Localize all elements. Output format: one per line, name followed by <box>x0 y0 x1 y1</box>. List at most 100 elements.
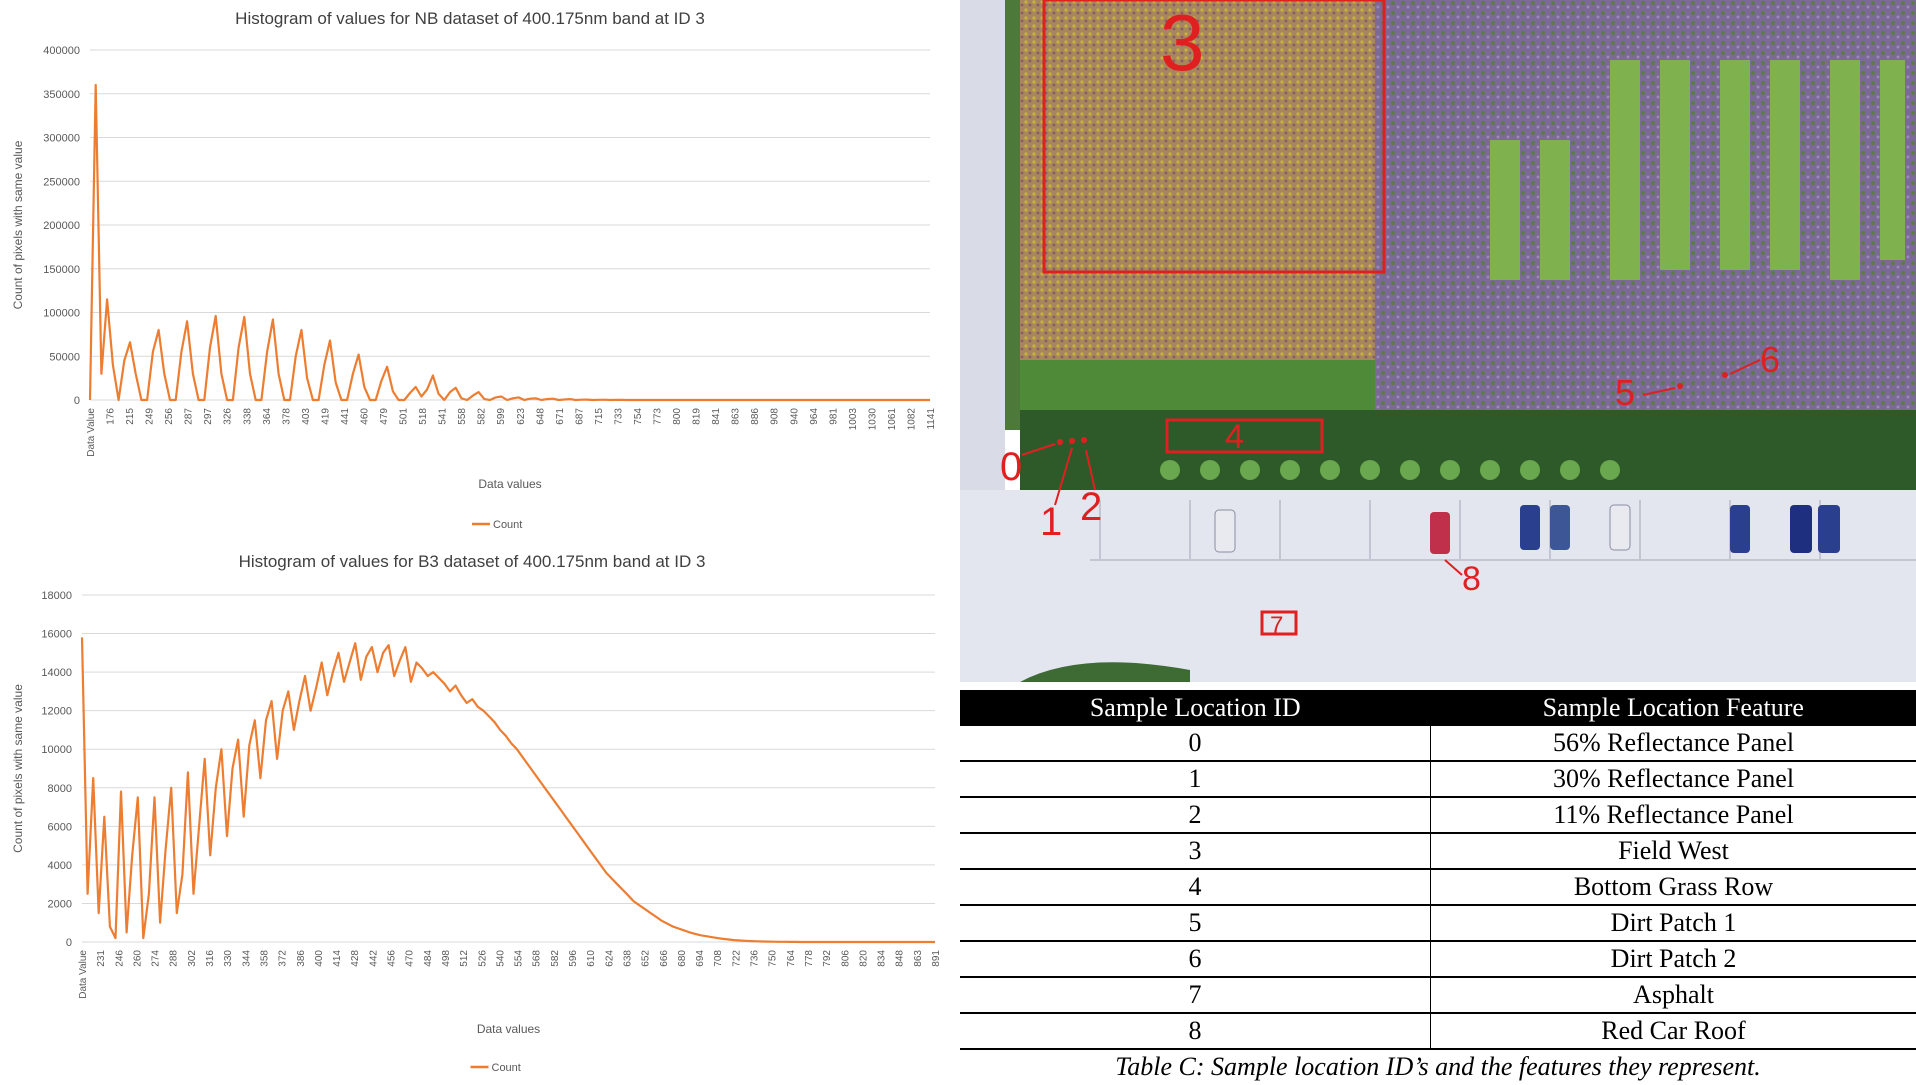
svg-text:5: 5 <box>1615 372 1635 413</box>
b3-x-tick-label: 456 <box>387 950 398 967</box>
b3-x-tick-label: 470 <box>405 950 416 967</box>
svg-text:2: 2 <box>1080 485 1102 529</box>
b3-y-tick-label: 12000 <box>41 706 72 718</box>
nb-y-tick-label: 100000 <box>43 308 80 320</box>
nb-x-tick-label: 715 <box>594 408 605 425</box>
b3-x-tick-label: 722 <box>731 950 742 967</box>
b3-x-tick-label: 512 <box>459 950 470 967</box>
table-cell-id: 8 <box>960 1013 1431 1049</box>
b3-x-tick-label: 372 <box>278 950 289 967</box>
nb-histogram-panel: Histogram of values for NB dataset of 40… <box>0 0 950 540</box>
nb-x-tick-label: 541 <box>438 408 449 425</box>
nb-x-tick-label: 419 <box>320 408 331 425</box>
nb-x-tick-label: 800 <box>672 408 683 425</box>
nb-x-tick-label: 599 <box>496 408 507 425</box>
table-cell-id: 3 <box>960 833 1431 869</box>
nb-x-tick-label: 1003 <box>848 408 859 431</box>
b3-x-tick-label: 498 <box>441 950 452 967</box>
b3-x-tick-label: 778 <box>804 950 815 967</box>
nb-x-tick-label: 176 <box>106 408 117 425</box>
table-cell-feature: 56% Reflectance Panel <box>1431 726 1916 761</box>
b3-series-line <box>82 637 935 942</box>
b3-y-tick-label: 2000 <box>48 898 72 910</box>
svg-text:8: 8 <box>1462 560 1481 598</box>
b3-y-tick-label: 4000 <box>48 860 72 872</box>
table-cell-feature: Red Car Roof <box>1431 1013 1916 1049</box>
nb-x-tick-label: 256 <box>164 408 175 425</box>
nb-x-tick-label: 841 <box>711 408 722 425</box>
nb-x-tick-label: 1082 <box>906 408 917 431</box>
b3-x-tick-label: 582 <box>550 950 561 967</box>
table-cell-feature: Bottom Grass Row <box>1431 869 1916 905</box>
nb-y-axis-label: Count of pixels with same value <box>11 140 25 309</box>
nb-x-tick-label: 940 <box>789 408 800 425</box>
b3-x-tick-label: 344 <box>241 950 252 967</box>
table-cell-id: 0 <box>960 726 1431 761</box>
nb-x-tick-label: 964 <box>809 408 820 425</box>
b3-x-tick-label: 414 <box>332 950 343 967</box>
nb-x-tick-label: 364 <box>262 408 273 425</box>
b3-x-axis-label: Data values <box>477 1022 540 1036</box>
b3-y-tick-label: 0 <box>66 937 72 949</box>
b3-x-tick-label: 246 <box>114 950 125 967</box>
nb-x-tick-label: 460 <box>359 408 370 425</box>
table-cell-feature: 11% Reflectance Panel <box>1431 797 1916 833</box>
nb-x-tick-label: 733 <box>613 408 624 425</box>
table-cell-feature: Dirt Patch 2 <box>1431 941 1916 977</box>
table-cell-feature: Dirt Patch 1 <box>1431 905 1916 941</box>
b3-y-axis-label: Count of pixels with same value <box>11 684 25 853</box>
b3-x-tick-label: 568 <box>532 950 543 967</box>
nb-x-tick-label: 886 <box>750 408 761 425</box>
b3-x-tick-label: 680 <box>677 950 688 967</box>
svg-text:6: 6 <box>1760 339 1780 380</box>
nb-y-tick-label: 0 <box>74 395 80 407</box>
b3-legend-label: Count <box>492 1062 521 1074</box>
b3-x-tick-label: 848 <box>895 950 906 967</box>
nb-x-tick-label: 981 <box>828 408 839 425</box>
b3-x-tick-label: 750 <box>768 950 779 967</box>
svg-text:7: 7 <box>1270 612 1283 639</box>
svg-text:1: 1 <box>1040 500 1062 544</box>
b3-histogram-panel: Histogram of values for B3 dataset of 40… <box>0 545 950 1080</box>
nb-x-tick-label: 297 <box>203 408 214 425</box>
b3-x-tick-label: 820 <box>858 950 869 967</box>
nb-y-tick-label: 400000 <box>43 45 80 57</box>
b3-x-tick-label: 806 <box>840 950 851 967</box>
b3-x-tick-label: 540 <box>495 950 506 967</box>
sample-location-table-section: Sample Location ID Sample Location Featu… <box>960 690 1916 1080</box>
nb-y-tick-label: 150000 <box>43 264 80 276</box>
table-header-feature: Sample Location Feature <box>1431 690 1916 726</box>
nb-x-tick-label: 249 <box>145 408 156 425</box>
nb-histogram-chart: Histogram of values for NB dataset of 40… <box>0 0 950 540</box>
table-cell-id: 4 <box>960 869 1431 905</box>
b3-x-tick-label: 764 <box>786 950 797 967</box>
table-cell-id: 5 <box>960 905 1431 941</box>
b3-x-tick-label: 330 <box>223 950 234 967</box>
nb-x-tick-label: 863 <box>731 408 742 425</box>
b3-x-tick-label: 274 <box>151 950 162 967</box>
table-cell-id: 7 <box>960 977 1431 1013</box>
nb-y-tick-label: 200000 <box>43 220 80 232</box>
table-cell-id: 1 <box>960 761 1431 797</box>
nb-y-tick-label: 50000 <box>49 351 80 363</box>
b3-y-tick-label: 18000 <box>41 590 72 602</box>
b3-x-tick-label: 302 <box>187 950 198 967</box>
b3-histogram-chart: Histogram of values for B3 dataset of 40… <box>0 545 950 1080</box>
b3-x-tick-label: Data Value <box>78 950 89 999</box>
b3-y-tick-label: 10000 <box>41 744 72 756</box>
b3-y-tick-label: 14000 <box>41 667 72 679</box>
aerial-image-drawing: 3 4 0 1 2 5 6 7 8 <box>960 0 1916 682</box>
b3-x-tick-label: 316 <box>205 950 216 967</box>
nb-x-tick-label: 582 <box>477 408 488 425</box>
svg-text:3: 3 <box>1160 0 1205 87</box>
aerial-image: 3 4 0 1 2 5 6 7 8 <box>960 0 1916 682</box>
nb-x-tick-label: 403 <box>301 408 312 425</box>
nb-x-axis-label: Data values <box>478 477 541 491</box>
b3-x-tick-label: 526 <box>477 950 488 967</box>
